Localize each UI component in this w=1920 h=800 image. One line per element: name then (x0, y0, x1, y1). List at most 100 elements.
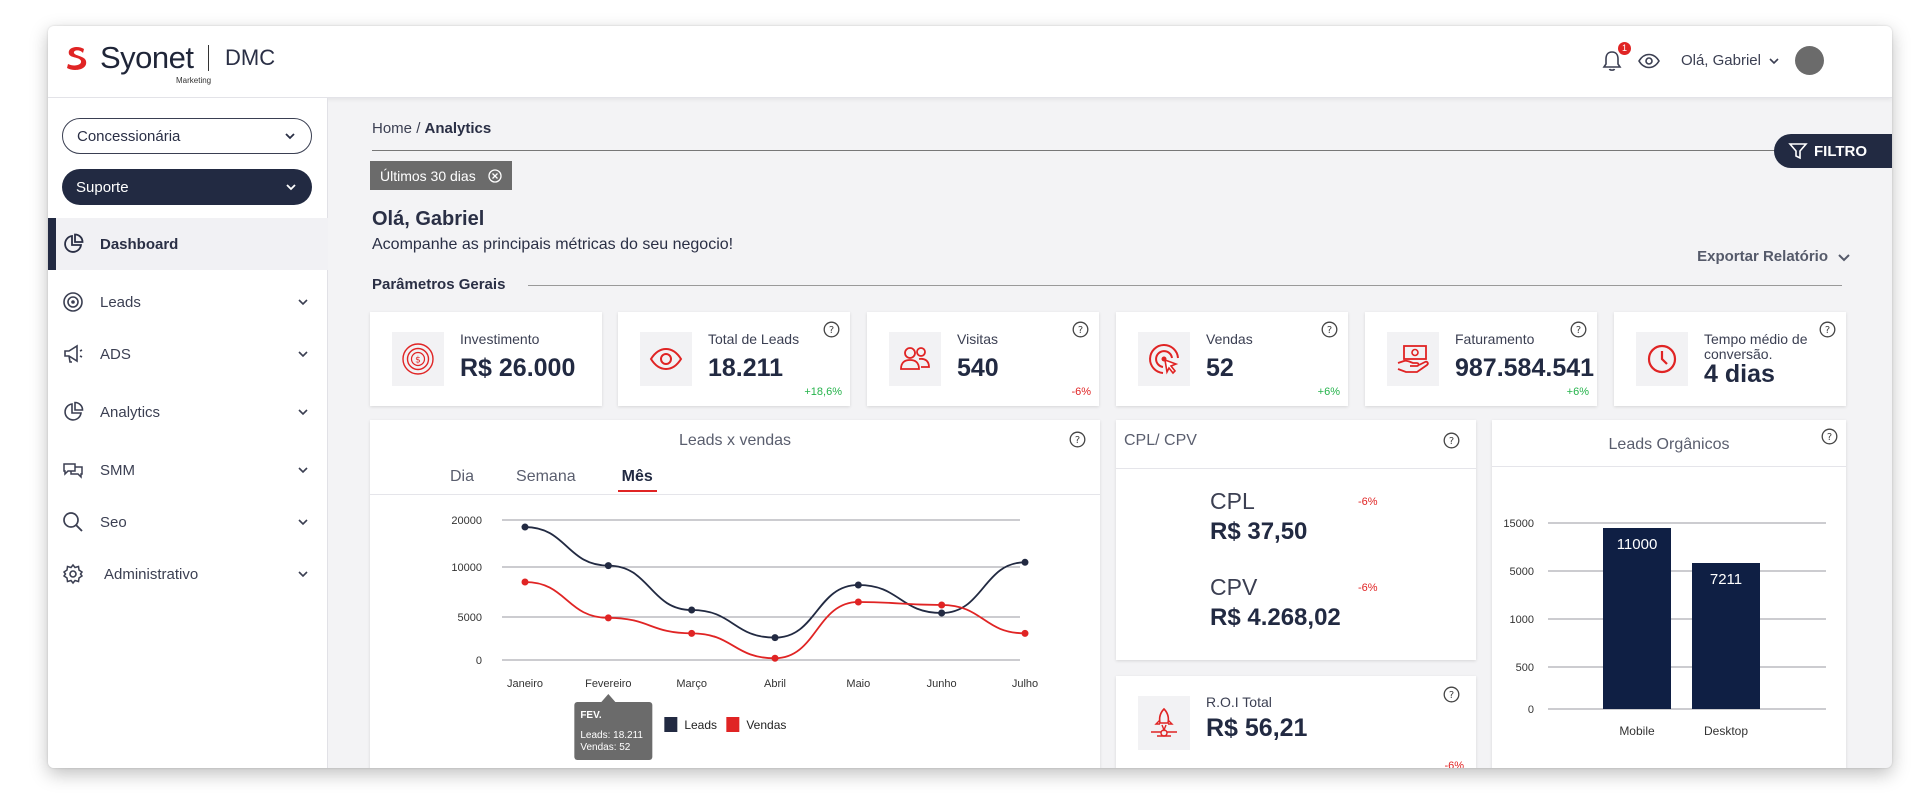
x-tick-label: Julho (1012, 678, 1038, 690)
kpi-icon-box (1636, 332, 1688, 386)
sidebar-item-dashboard[interactable]: Dashboard (48, 218, 328, 270)
data-point-vendas (521, 578, 529, 586)
legend-label: Leads (684, 718, 717, 732)
svg-text:?: ? (1327, 325, 1332, 336)
data-point-leads (604, 562, 612, 570)
sidebar-item-label: Leads (100, 293, 141, 311)
chevron-down-icon (298, 409, 308, 416)
sidebar-item-leads[interactable]: Leads (48, 276, 328, 328)
tooltip-line: Vendas: 52 (580, 742, 630, 753)
data-point-vendas (938, 601, 946, 609)
breadcrumb: Home / Analytics (372, 120, 491, 137)
clock-icon (1647, 344, 1677, 374)
chevron-down-icon (298, 571, 308, 578)
kpi-delta: +6% (1566, 386, 1589, 398)
notification-badge: 1 (1617, 41, 1631, 55)
kpi-card-tempo-conversao[interactable]: Tempo médio de conversão. 4 dias ? (1614, 312, 1846, 406)
legend-swatch (664, 717, 678, 732)
series-line-vendas (524, 581, 1026, 660)
sidebar-item-analytics[interactable]: Analytics (48, 386, 328, 438)
eye-icon[interactable] (1637, 49, 1661, 73)
sidebar-item-seo[interactable]: Seo (48, 496, 328, 548)
export-report-button[interactable]: Exportar Relatório (1697, 248, 1852, 265)
x-tick-label: Maio (846, 678, 870, 690)
help-icon[interactable]: ? (1443, 686, 1460, 703)
bar-value-label: 7211 (1710, 571, 1742, 588)
breadcrumb-home[interactable]: Home (372, 120, 413, 137)
user-greeting[interactable]: Olá, Gabriel (1680, 52, 1761, 69)
brand-subtitle: Marketing (176, 76, 212, 85)
sidebar-item-label: Administrativo (104, 565, 199, 583)
help-icon[interactable]: ? (823, 321, 840, 338)
kpi-card-faturamento[interactable]: Faturamento 987.584.541 ? +6% (1365, 312, 1597, 406)
help-icon[interactable]: ? (1570, 321, 1587, 338)
welcome-title: Olá, Gabriel (372, 208, 485, 230)
help-icon[interactable]: ? (1821, 428, 1838, 445)
support-select[interactable]: Suporte (62, 169, 312, 205)
data-point-vendas (854, 598, 862, 606)
y-tick-label: 10000 (451, 562, 482, 574)
help-icon[interactable]: ? (1819, 321, 1836, 338)
chevron-down-icon (298, 351, 308, 358)
cpv-label: CPV (1210, 574, 1258, 600)
gear-icon (62, 563, 84, 585)
tooltip-title: FEV. (580, 710, 602, 721)
chevron-down-icon (298, 299, 308, 306)
chevron-down-icon[interactable] (1767, 54, 1781, 68)
filter-button[interactable]: FILTRO (1774, 134, 1892, 168)
help-icon[interactable]: ? (1443, 432, 1460, 449)
tab-mes[interactable]: Mês (617, 468, 657, 492)
kpi-value: 987.584.541 (1455, 354, 1595, 382)
welcome-subtitle: Acompanhe as principais métricas do seu … (372, 236, 734, 253)
brand-divider (207, 45, 210, 71)
tooltip-box (574, 702, 653, 760)
cpl-delta: -6% (1358, 496, 1378, 508)
period-chip[interactable]: Últimos 30 dias (370, 161, 512, 190)
close-icon[interactable] (488, 168, 502, 183)
bar (1603, 528, 1671, 709)
roi-value: R$ 56,21 (1206, 714, 1308, 742)
kpi-delta: -6% (1071, 386, 1091, 398)
kpi-value: 18.211 (708, 354, 784, 382)
help-icon[interactable]: ? (1069, 431, 1086, 448)
filter-icon (1788, 143, 1808, 160)
dealer-select[interactable]: Concessionária (62, 118, 312, 154)
bar (1692, 563, 1760, 709)
sidebar-item-smm[interactable]: SMM (48, 444, 328, 496)
kpi-value: 4 dias (1704, 360, 1775, 388)
kpi-card-total-leads[interactable]: Total de Leads 18.211 ? +18,6% (618, 312, 850, 406)
brand-logo[interactable]: Syonet Marketing DMC (64, 42, 275, 85)
kpi-card-investimento[interactable]: $ Investimento R$ 26.000 (370, 312, 602, 406)
tab-dia[interactable]: Dia (450, 468, 475, 485)
svg-text:?: ? (1078, 325, 1083, 336)
help-icon[interactable]: ? (1072, 321, 1089, 338)
kpi-card-vendas[interactable]: Vendas 52 ? +6% (1116, 312, 1348, 406)
help-icon[interactable]: ? (1321, 321, 1338, 338)
data-point-leads (938, 609, 946, 617)
kpi-label: Total de Leads (708, 331, 800, 347)
rocket-icon (1151, 707, 1177, 737)
tab-semana[interactable]: Semana (516, 468, 576, 485)
tooltip-pointer (601, 694, 616, 702)
svg-text:?: ? (1825, 325, 1830, 336)
sidebar: Concessionária Suporte Dashboard Leads A… (48, 98, 328, 768)
data-point-vendas (1021, 629, 1029, 637)
section-divider (528, 285, 1842, 286)
avatar[interactable] (1795, 46, 1824, 75)
x-tick-label: Março (676, 678, 707, 690)
kpi-icon-box (1387, 332, 1439, 386)
y-tick-label: 5000 (458, 612, 482, 624)
sidebar-item-administrativo[interactable]: Administrativo (48, 548, 328, 600)
svg-text:?: ? (1449, 690, 1454, 701)
kpi-label: Investimento (460, 331, 540, 347)
kpi-card-visitas[interactable]: Visitas 540 ? -6% (867, 312, 1099, 406)
card-title: Leads x vendas (678, 432, 792, 449)
data-point-vendas (604, 614, 612, 622)
svg-text:?: ? (1449, 436, 1454, 447)
organic-leads-card: Leads Orgânicos ? 15000 5000 1000 500 0 11000… (1492, 420, 1846, 768)
sidebar-item-ads[interactable]: ADS (48, 328, 328, 380)
leads-vs-sales-chart: 20000 10000 5000 0 Janeiro Fevereiro Março Abri… (451, 515, 1038, 760)
notifications-button[interactable]: 1 (1599, 41, 1631, 74)
kpi-value: 52 (1206, 354, 1234, 382)
kpi-label: Faturamento (1455, 331, 1535, 347)
